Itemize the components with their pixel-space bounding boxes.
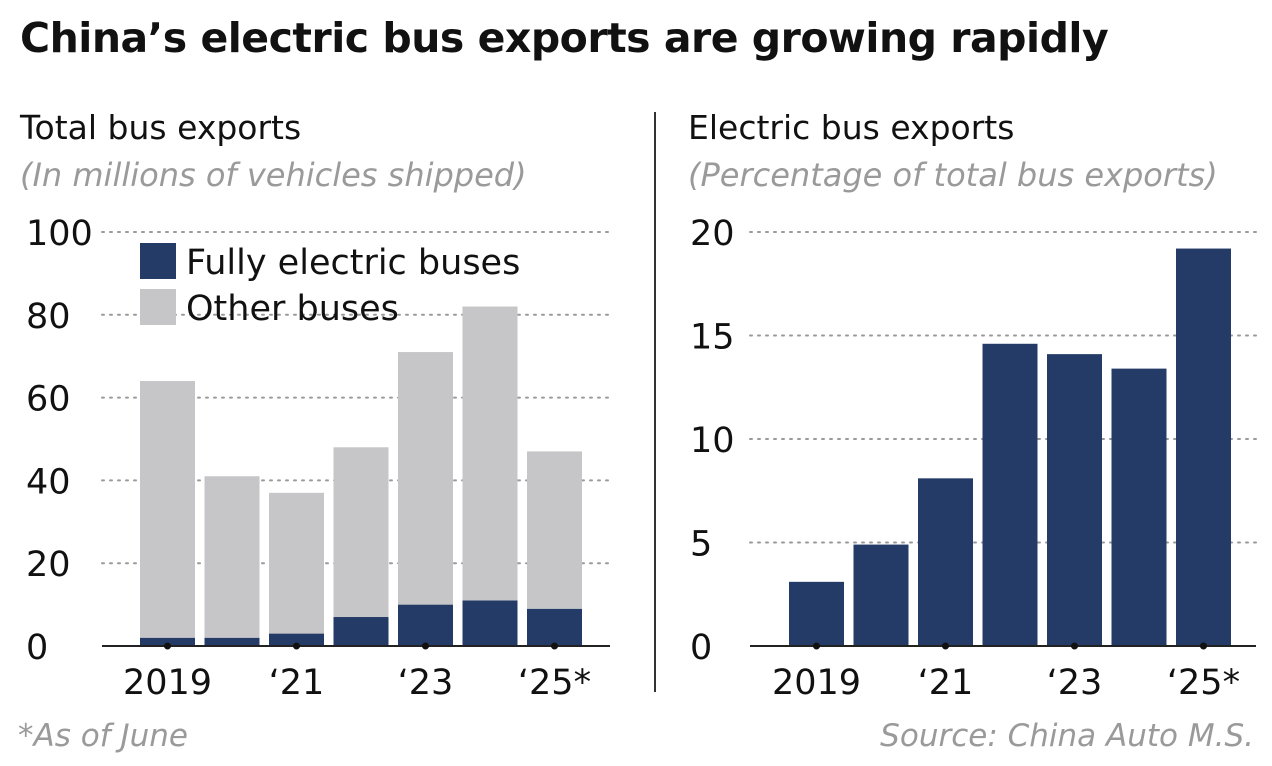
x-tick-label: ‘21 — [918, 663, 974, 703]
legend-swatch-electric — [140, 243, 176, 279]
left-panel-subtitle: (In millions of vehicles shipped) — [20, 156, 527, 194]
y-tick-label: 80 — [26, 297, 71, 337]
bar-electric-share — [1047, 354, 1102, 646]
x-tick-label: ‘23 — [1047, 663, 1103, 703]
x-tick-mark — [422, 642, 429, 650]
bar-other — [333, 447, 389, 618]
y-tick-label: 40 — [26, 462, 71, 502]
bar-electric-share — [853, 544, 909, 646]
x-tick-mark — [164, 642, 171, 650]
bar-other — [204, 476, 260, 638]
x-tick-mark — [942, 642, 949, 650]
legend-swatch-other — [140, 289, 176, 325]
y-tick-label: 15 — [690, 318, 735, 358]
panel-divider — [654, 112, 656, 692]
x-tick-label: ‘21 — [269, 663, 325, 703]
y-tick-label: 0 — [690, 628, 712, 668]
bar-electric-share — [1176, 248, 1231, 646]
x-tick-mark — [293, 642, 300, 650]
legend-label-other: Other buses — [186, 289, 399, 329]
bar-electric — [398, 604, 453, 646]
x-tick-label: ‘25* — [1167, 663, 1240, 703]
footnote: *As of June — [18, 718, 188, 754]
bar-other — [269, 492, 324, 634]
y-tick-label: 5 — [690, 525, 712, 565]
x-tick-mark — [1200, 642, 1207, 650]
bar-electric — [462, 600, 518, 646]
y-tick-label: 0 — [26, 628, 48, 668]
x-tick-mark — [551, 642, 558, 650]
y-tick-label: 20 — [690, 214, 735, 254]
bar-electric — [204, 637, 260, 646]
bar-electric — [333, 617, 389, 646]
right-panel-subtitle: (Percentage of total bus exports) — [688, 156, 1218, 194]
bar-other — [398, 352, 453, 605]
x-tick-label: 2019 — [123, 663, 212, 703]
right-panel-title: Electric bus exports — [688, 108, 1015, 147]
chart-title: China’s electric bus exports are growing… — [20, 14, 1109, 62]
legend-label-electric: Fully electric buses — [186, 243, 520, 283]
bar-other — [140, 381, 195, 638]
y-tick-label: 10 — [690, 421, 735, 461]
y-tick-label: 60 — [26, 380, 71, 420]
y-tick-label: 100 — [26, 214, 93, 254]
bar-electric — [140, 637, 195, 646]
bar-electric-share — [982, 343, 1038, 646]
bar-electric — [527, 608, 582, 646]
x-tick-mark — [813, 642, 820, 650]
bar-electric-share — [789, 581, 844, 646]
source-note: Source: China Auto M.S. — [880, 718, 1254, 754]
bar-electric-share — [1111, 368, 1167, 646]
left-panel-title: Total bus exports — [20, 108, 302, 147]
x-tick-mark — [1071, 642, 1078, 650]
left-bar-chart: 0 20 40 60 80 100 2019 ‘21 ‘23 ‘25* Fully electric… — [26, 214, 611, 703]
x-tick-label: 2019 — [772, 663, 861, 703]
bar-other — [462, 306, 518, 601]
y-tick-label: 20 — [26, 545, 71, 585]
x-tick-label: ‘23 — [398, 663, 454, 703]
bar-other — [527, 451, 582, 609]
bar-electric-share — [918, 478, 973, 646]
x-tick-label: ‘25* — [518, 663, 591, 703]
bar-electric — [269, 633, 324, 646]
